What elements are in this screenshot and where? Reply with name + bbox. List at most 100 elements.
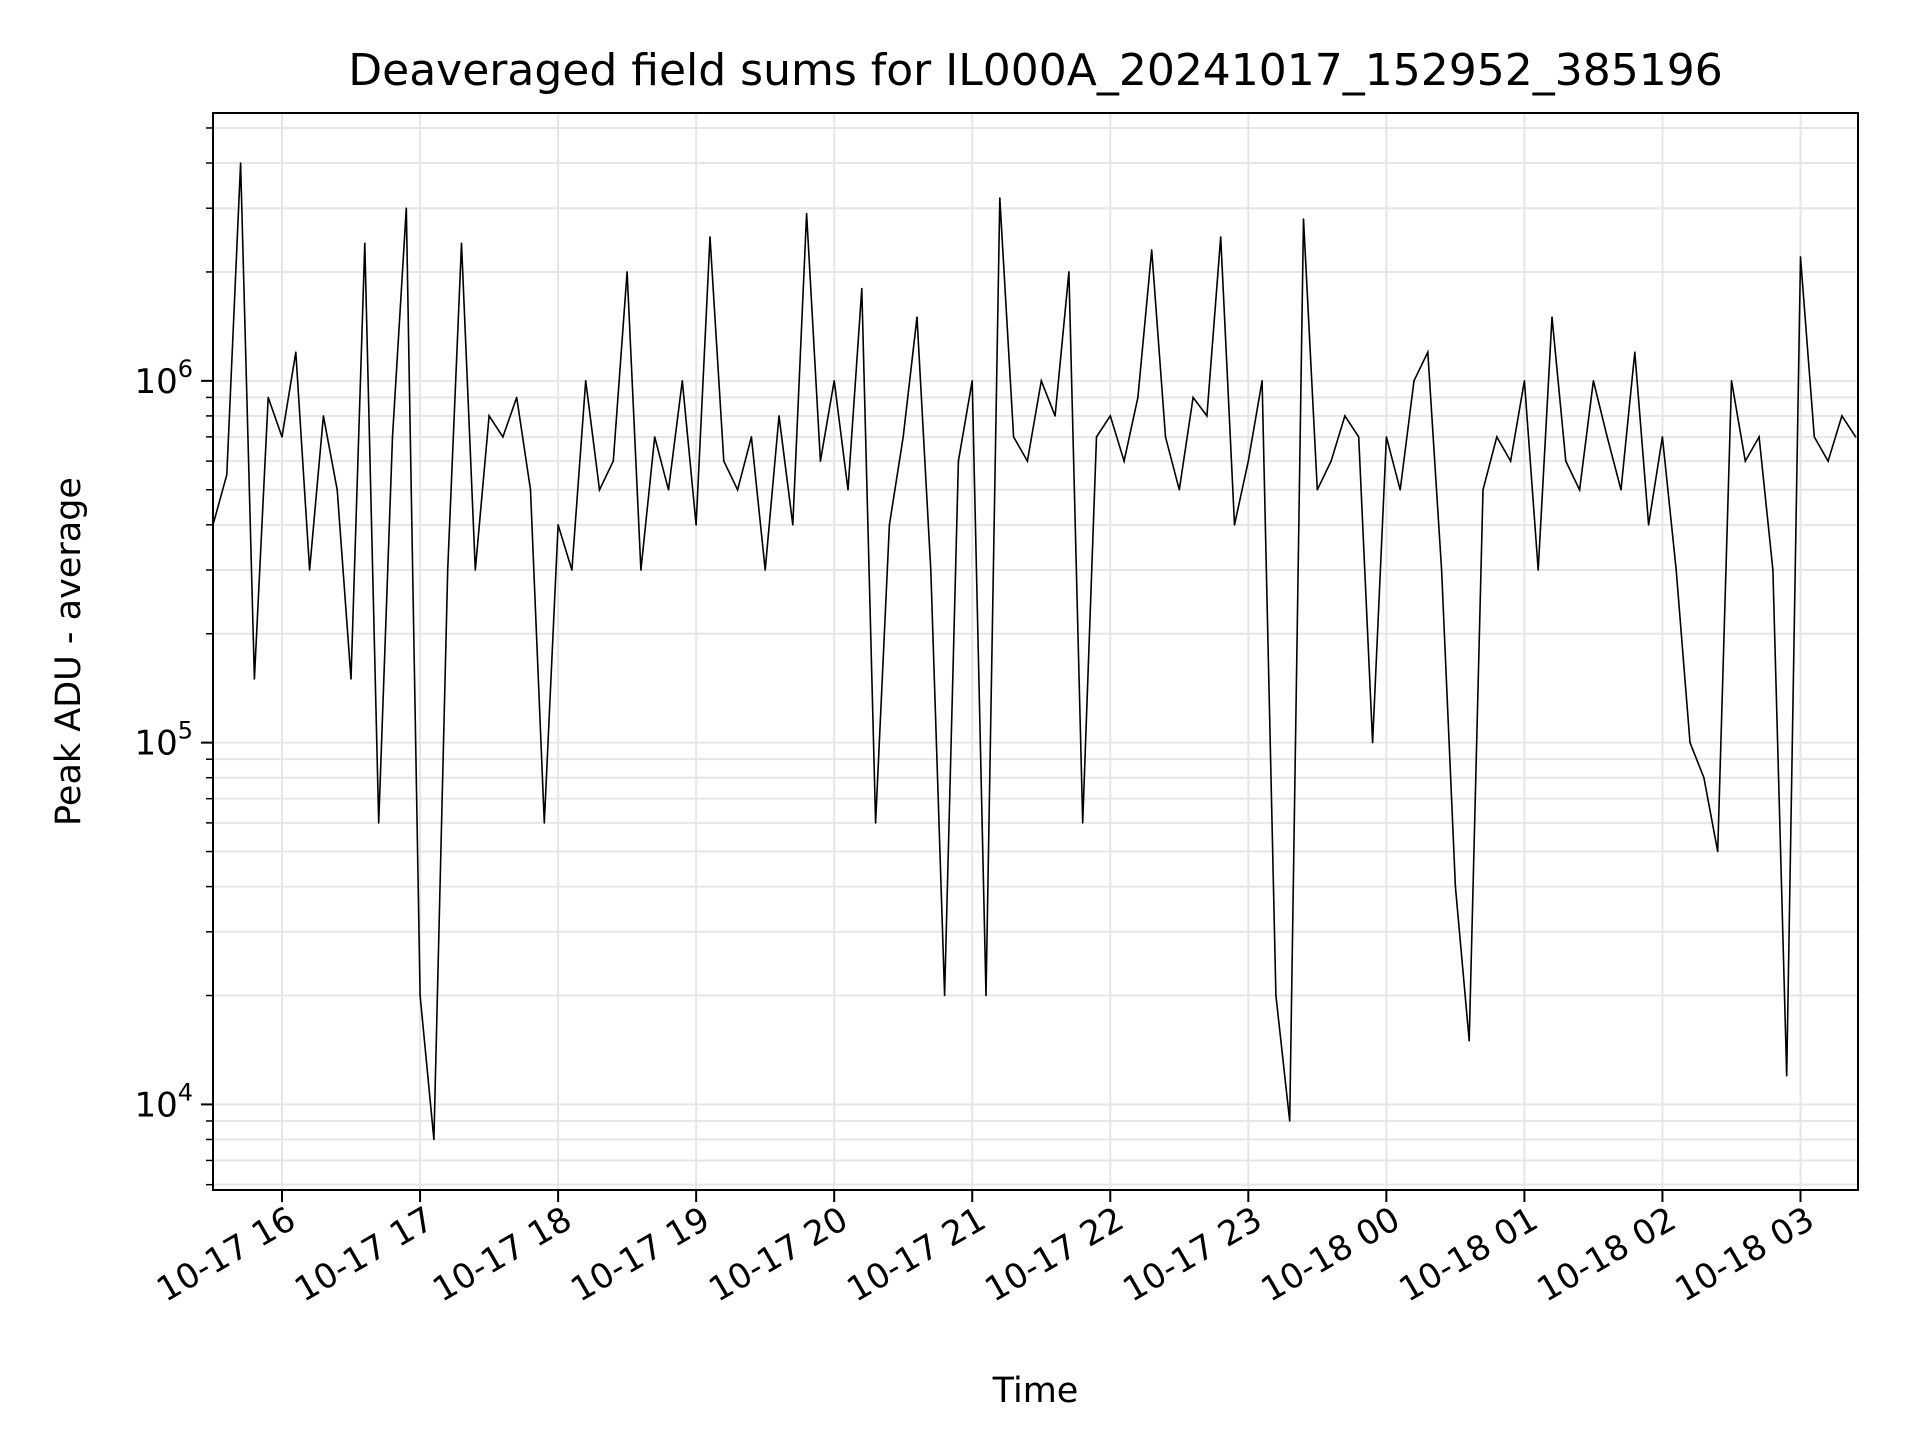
data-point	[474, 569, 477, 571]
x-axis-title: Time	[992, 1371, 1079, 1411]
data-point	[1302, 218, 1305, 220]
data-point	[1841, 415, 1843, 417]
data-point	[598, 488, 601, 491]
data-point	[874, 822, 877, 824]
data-point	[1854, 436, 1857, 438]
data-point	[722, 460, 725, 462]
data-point	[446, 569, 449, 571]
data-point	[1095, 436, 1098, 438]
data-point	[1606, 436, 1609, 438]
data-point	[1661, 436, 1664, 438]
series-line	[212, 162, 1857, 1140]
data-point	[805, 212, 808, 215]
grid	[213, 113, 1858, 1190]
data-point	[640, 569, 642, 571]
data-point	[253, 678, 256, 680]
data-point	[1344, 415, 1346, 417]
data-point	[239, 162, 242, 164]
data-point	[750, 436, 753, 438]
data-point	[709, 236, 711, 238]
data-point	[1330, 460, 1332, 462]
y-tick-label: 104	[134, 1078, 193, 1125]
data-point	[653, 436, 656, 438]
data-point	[1813, 436, 1816, 438]
data-point	[529, 488, 532, 491]
data-point	[667, 488, 670, 491]
data-point	[584, 380, 587, 382]
data-point	[1675, 569, 1678, 571]
data-point	[1026, 460, 1029, 462]
data-point	[1523, 380, 1526, 382]
data-point	[1206, 415, 1208, 417]
data-point	[764, 569, 766, 571]
chart-title: Deaveraged field sums for IL000A_2024101…	[348, 45, 1722, 96]
data-point	[1012, 436, 1015, 438]
y-axis-title: Peak ADU - average	[49, 477, 89, 826]
data-point	[1772, 569, 1774, 571]
y-tick-base: 10	[134, 724, 177, 764]
data-point	[833, 380, 835, 382]
data-point	[1689, 741, 1691, 744]
y-tick-exponent: 5	[178, 717, 193, 745]
data-point	[1744, 460, 1747, 462]
data-point	[1385, 436, 1388, 438]
data-point	[1247, 460, 1250, 462]
data-point	[791, 524, 794, 526]
data-point	[778, 415, 780, 417]
data-point	[1495, 436, 1498, 438]
data-point	[377, 822, 380, 824]
data-point	[322, 415, 325, 417]
data-point	[1758, 436, 1760, 438]
data-point	[1109, 415, 1112, 417]
data-point	[1426, 351, 1429, 354]
data-point	[1054, 415, 1056, 417]
data-point	[1537, 569, 1540, 571]
data-point	[1192, 396, 1194, 399]
data-point	[1413, 380, 1415, 382]
y-tick-exponent: 4	[178, 1078, 193, 1106]
data-point	[226, 473, 228, 476]
data-point	[1288, 1120, 1291, 1122]
data-point	[557, 524, 559, 526]
data-point	[1440, 569, 1443, 571]
data-point	[1592, 380, 1595, 382]
data-point	[985, 994, 987, 997]
data-point	[1150, 249, 1153, 251]
data-point	[543, 822, 546, 824]
data-point	[971, 380, 974, 382]
data-point	[1371, 741, 1374, 744]
data-point	[502, 436, 504, 438]
data-point	[281, 436, 283, 438]
y-tick-base: 10	[134, 362, 177, 402]
data-point	[1730, 380, 1733, 382]
data-point	[1261, 380, 1263, 382]
data-point	[433, 1138, 435, 1141]
data-point	[1827, 460, 1829, 462]
y-tick-label: 105	[134, 717, 193, 764]
data-point	[1275, 994, 1277, 997]
data-point	[267, 396, 270, 399]
data-point	[943, 994, 946, 997]
data-point	[1799, 256, 1802, 258]
data-point	[405, 207, 408, 210]
data-point	[1068, 271, 1070, 273]
data-point	[1620, 488, 1622, 491]
data-point	[626, 271, 628, 273]
data-point	[999, 197, 1001, 199]
data-point	[1647, 524, 1650, 526]
data-point	[515, 396, 518, 399]
data-point	[419, 994, 421, 997]
data-point	[295, 351, 297, 354]
data-point	[1578, 488, 1581, 491]
data-point	[1164, 436, 1167, 438]
data-point	[336, 488, 339, 491]
data-point	[1468, 1039, 1470, 1042]
data-point	[1399, 488, 1401, 491]
data-point	[1178, 488, 1181, 491]
data-point	[1040, 380, 1043, 382]
data-point	[1233, 524, 1236, 526]
series-layer	[212, 162, 1857, 1141]
data-point	[902, 436, 905, 438]
data-point	[1123, 460, 1125, 462]
data-point	[1634, 351, 1636, 354]
